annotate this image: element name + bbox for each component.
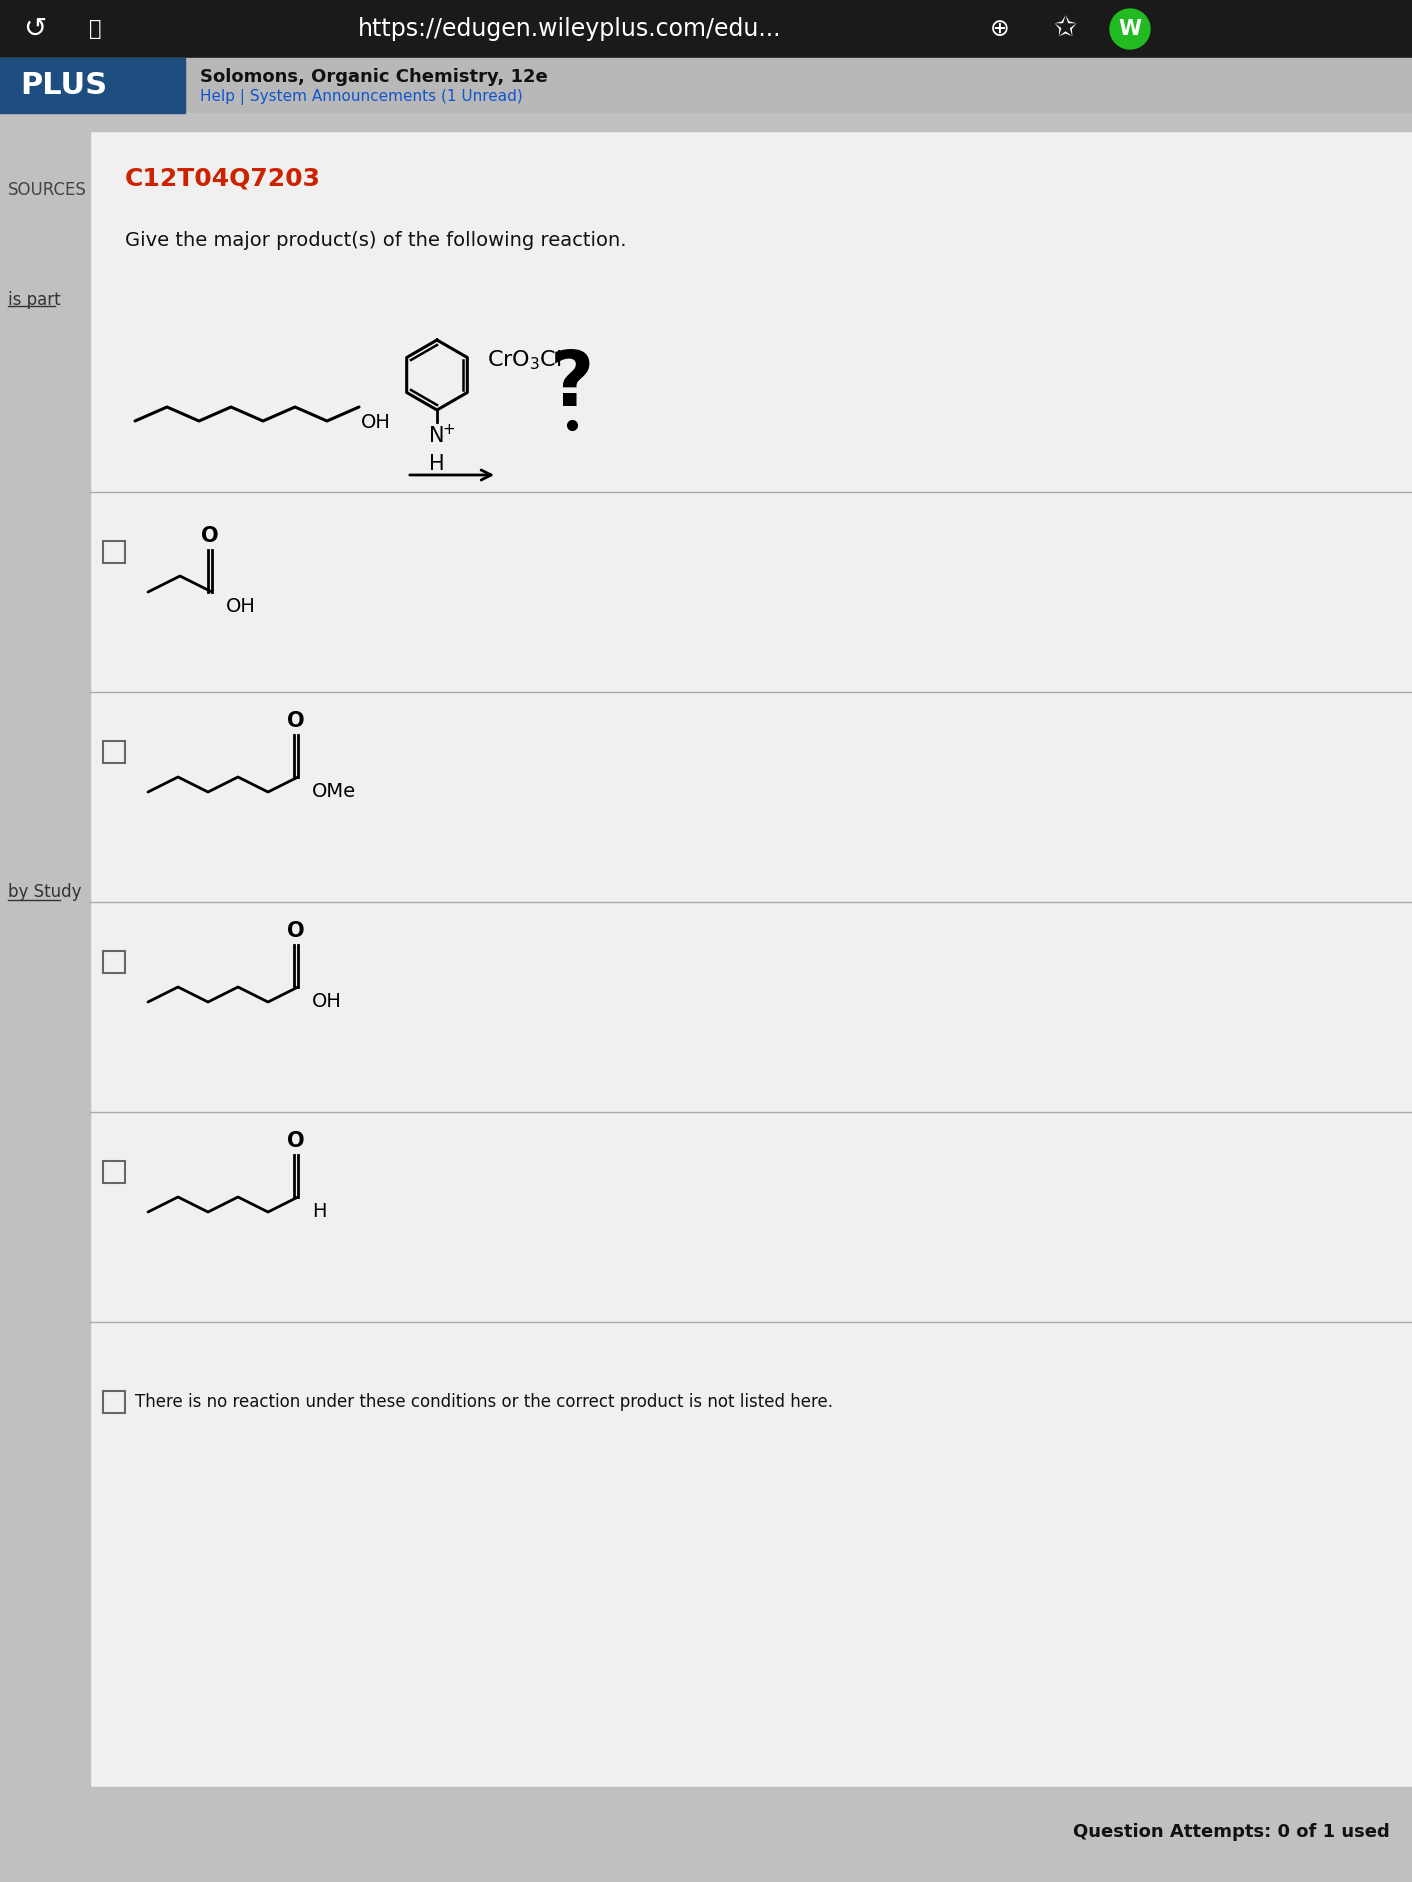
Text: ⊕: ⊕	[990, 17, 1010, 41]
Text: PLUS: PLUS	[20, 70, 107, 100]
Text: Solomons, Organic Chemistry, 12e: Solomons, Organic Chemistry, 12e	[201, 68, 548, 87]
Bar	[0, 58, 185, 113]
Text: ?: ?	[549, 348, 594, 422]
Text: https://edugen.wileyplus.com/edu...: https://edugen.wileyplus.com/edu...	[359, 17, 782, 41]
Text: N: N	[429, 425, 445, 446]
Text: O: O	[287, 711, 305, 730]
Text: by Study: by Study	[8, 883, 82, 901]
Text: 🔒: 🔒	[89, 19, 102, 40]
Text: O: O	[287, 1131, 305, 1152]
Text: +: +	[442, 422, 456, 437]
Text: $\rm CrO_3Cl^-$: $\rm CrO_3Cl^-$	[487, 348, 578, 373]
Text: C12T04Q7203: C12T04Q7203	[126, 166, 321, 190]
Text: OMe: OMe	[312, 783, 356, 802]
Text: OH: OH	[226, 597, 256, 615]
Text: W: W	[1118, 19, 1141, 40]
Text: Help | System Announcements (1 Unread): Help | System Announcements (1 Unread)	[201, 88, 522, 105]
Text: H: H	[312, 1203, 326, 1221]
Text: SOURCES: SOURCES	[8, 181, 88, 199]
Bar	[0, 0, 1412, 58]
Bar	[0, 1788, 1412, 1882]
Text: ↺: ↺	[24, 15, 47, 43]
Text: ✩: ✩	[1053, 15, 1076, 43]
Text: O: O	[287, 920, 305, 941]
Circle shape	[1110, 9, 1149, 49]
Text: is part: is part	[8, 292, 61, 309]
Bar	[90, 132, 1412, 1788]
Bar	[0, 58, 1412, 113]
Text: OH: OH	[312, 992, 342, 1011]
Bar	[0, 132, 90, 1788]
Text: OH: OH	[361, 412, 391, 433]
Text: There is no reaction under these conditions or the correct product is not listed: There is no reaction under these conditi…	[136, 1393, 833, 1412]
Text: Give the major product(s) of the following reaction.: Give the major product(s) of the followi…	[126, 231, 627, 250]
Text: H: H	[429, 454, 445, 474]
Text: O: O	[201, 525, 219, 546]
Bar	[0, 113, 1412, 132]
Text: Question Attempts: 0 of 1 used: Question Attempts: 0 of 1 used	[1073, 1824, 1389, 1841]
